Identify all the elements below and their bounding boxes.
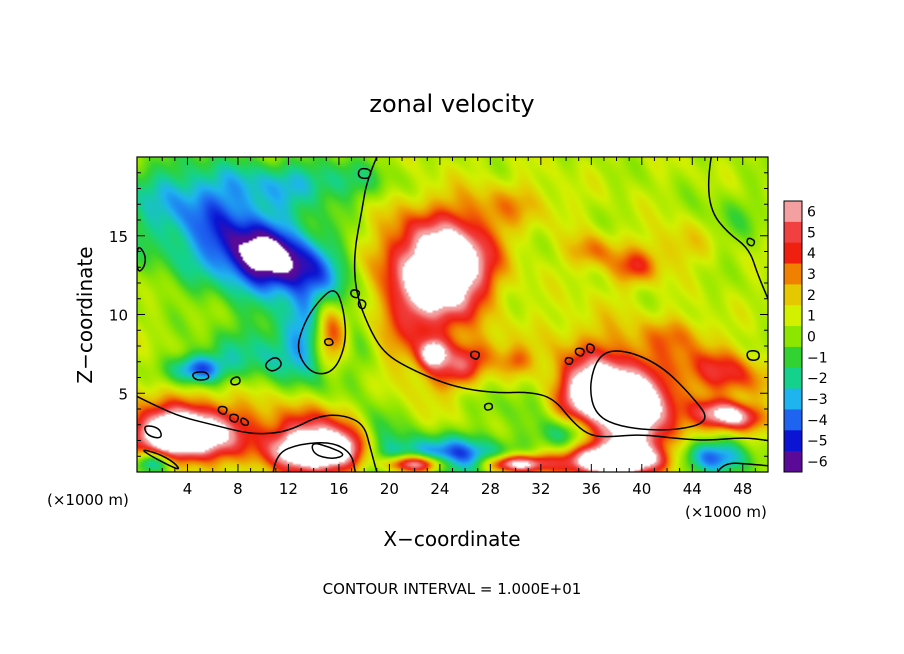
velocity-field (137, 157, 768, 472)
contour-line (192, 371, 210, 381)
colorbar-swatch (784, 201, 802, 223)
contour-line (574, 347, 585, 357)
contour-line (137, 395, 378, 472)
colorbar-swatch (784, 346, 802, 369)
contour-line (746, 237, 756, 247)
contour-interval-note: CONTOUR INTERVAL = 1.000E+01 (323, 580, 582, 598)
contour-line (590, 350, 706, 431)
colorbar-swatch (784, 284, 802, 306)
contour-line (311, 443, 344, 459)
x-tick-label: 8 (233, 480, 243, 498)
colorbar-swatch (784, 367, 802, 390)
contour-line (323, 338, 334, 347)
contour-line (357, 299, 367, 310)
contour-line (272, 442, 357, 472)
colorbar-swatch (784, 221, 802, 244)
contour-line (350, 289, 361, 299)
x-unit-left: (×1000 m) (47, 491, 129, 509)
contour-line (144, 425, 162, 439)
contour-line (217, 405, 228, 415)
y-axis-label: Z−coordinate (73, 246, 97, 383)
colorbar-label: −2 (807, 371, 828, 387)
contour-line (240, 417, 250, 427)
colorbar-swatch (784, 305, 802, 327)
y-tick-label: 10 (109, 307, 128, 325)
colorbar-label: 1 (807, 309, 816, 325)
contour-line (483, 402, 494, 411)
plot-area (136, 156, 769, 473)
x-tick-label: 4 (183, 480, 193, 498)
contour-line (707, 157, 768, 300)
colorbar-label: 5 (807, 225, 816, 241)
colorbar-label: 2 (807, 288, 816, 304)
x-tick-label: 40 (632, 480, 651, 498)
contour-line (746, 349, 760, 361)
x-tick-label: 28 (481, 480, 500, 498)
colorbar-label: 3 (807, 267, 816, 283)
colorbar: 6 5 4 3 2 1 0 −1 −2 −3 −4 −5 −6 (783, 200, 828, 473)
contour-line (357, 167, 372, 180)
colorbar-frame (783, 200, 803, 473)
colorbar-swatch (784, 326, 802, 348)
colorbar-swatch (784, 242, 802, 265)
x-axis: 4 8 12 16 20 24 28 32 36 40 44 48 (149, 157, 756, 498)
colorbar-swatch (784, 451, 802, 473)
colorbar-label: 0 (807, 330, 816, 346)
contour-line (716, 462, 768, 472)
colorbar-swatch (784, 430, 802, 452)
colorbar-swatch (784, 409, 802, 431)
colorbar-swatch (784, 388, 802, 410)
y-tick-label: 15 (109, 228, 128, 246)
contour-line (297, 290, 347, 375)
contour-line (353, 157, 768, 442)
contour-lines (137, 157, 768, 472)
contour-line (228, 413, 239, 423)
x-tick-label: 16 (329, 480, 348, 498)
x-tick-label: 12 (279, 480, 298, 498)
colorbar-label: −4 (807, 413, 828, 429)
colorbar-label: 4 (807, 246, 816, 262)
x-tick-label: 36 (582, 480, 601, 498)
contour-line (137, 246, 147, 272)
y-axis: 5 10 15 (109, 172, 768, 457)
contour-line (586, 343, 595, 354)
x-tick-label: 48 (733, 480, 752, 498)
colorbar-label: −3 (807, 392, 828, 408)
contour-line (265, 357, 282, 372)
x-unit-right: (×1000 m) (685, 503, 767, 521)
colorbar-label: −5 (807, 434, 828, 450)
contour-line (143, 449, 180, 470)
chart-title: zonal velocity (369, 90, 534, 118)
colorbar-swatch (784, 263, 802, 285)
colorbar-label: −6 (807, 455, 828, 471)
x-tick-label: 44 (683, 480, 702, 498)
x-axis-label: X−coordinate (383, 527, 520, 551)
colorbar-label: 6 (807, 204, 816, 220)
contour-line (230, 376, 241, 386)
x-tick-label: 20 (380, 480, 399, 498)
contour-line (469, 350, 481, 360)
x-tick-label: 32 (531, 480, 550, 498)
colorbar-label: −1 (807, 350, 828, 366)
y-tick-label: 5 (118, 385, 128, 403)
x-tick-label: 24 (430, 480, 449, 498)
contour-line (564, 356, 574, 366)
